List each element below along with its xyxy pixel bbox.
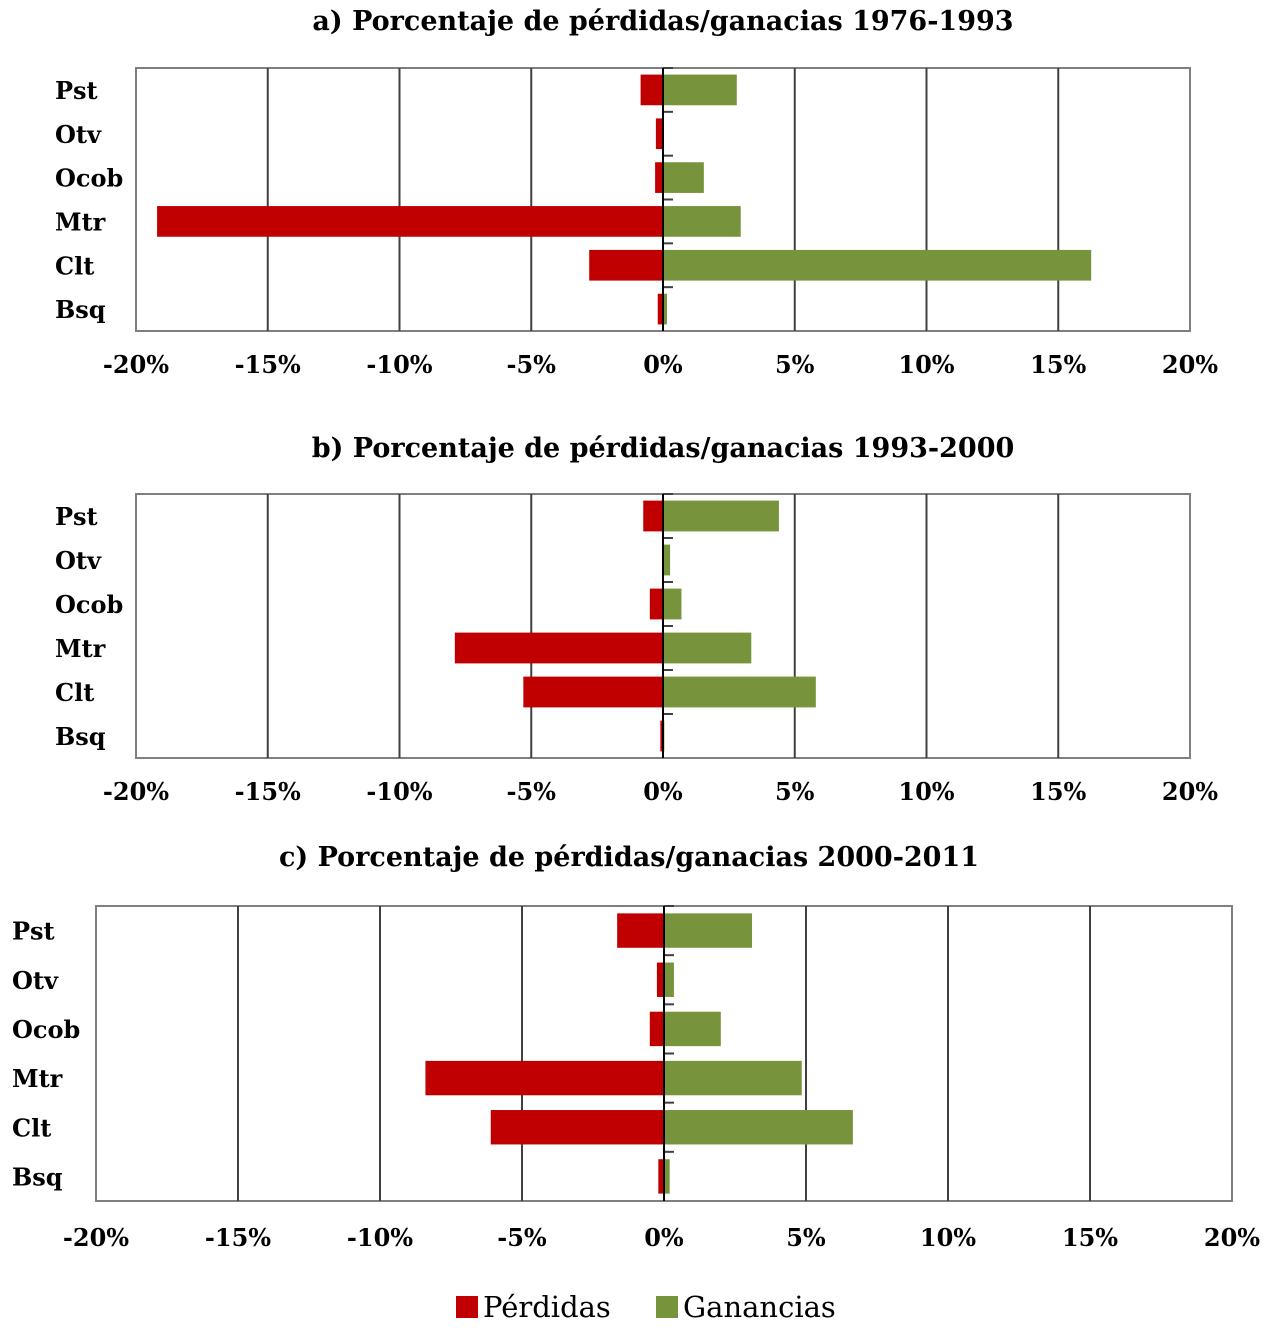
category-label: Bsq (55, 295, 106, 324)
legend-label-gain: Ganancias (683, 1290, 836, 1324)
loss-bar-mtr (425, 1060, 664, 1096)
x-tick-label: 10% (920, 1223, 976, 1252)
x-tick-label: -5% (497, 1223, 547, 1252)
loss-bar-pst (643, 500, 663, 532)
loss-bar-clt (490, 1110, 664, 1145)
loss-bar-bsq (660, 720, 663, 752)
chart-title: c) Porcentaje de pérdidas/ganacias 2000-… (279, 842, 979, 873)
chart-panel-1: a) Porcentaje de pérdidas/ganacias 1976-… (55, 6, 1218, 379)
chart-title: a) Porcentaje de pérdidas/ganacias 1976-… (312, 6, 1013, 37)
loss-bar-otv (656, 962, 664, 997)
gain-bar-pst (664, 913, 753, 948)
gain-bar-mtr (664, 1060, 802, 1096)
loss-bar-mtr (157, 206, 663, 237)
x-tick-label: 20% (1162, 350, 1218, 379)
loss-bar-bsq (658, 1159, 664, 1194)
x-tick-label: -20% (63, 1223, 129, 1252)
chart-title: b) Porcentaje de pérdidas/ganacias 1993-… (312, 433, 1015, 464)
loss-bar-otv (655, 118, 663, 150)
gain-bar-ocob (663, 162, 704, 193)
category-label: Mtr (12, 1064, 63, 1093)
x-tick-label: -15% (235, 350, 301, 379)
x-tick-label: -10% (366, 350, 432, 379)
gain-bar-clt (663, 676, 816, 708)
loss-bar-ocob (655, 162, 663, 193)
loss-bar-clt (589, 249, 663, 281)
category-label: Bsq (12, 1162, 63, 1191)
category-label: Clt (55, 251, 94, 280)
loss-bar-pst (640, 74, 663, 106)
category-label: Clt (55, 678, 94, 707)
x-tick-label: -5% (507, 350, 557, 379)
chart-panel-3: c) Porcentaje de pérdidas/ganacias 2000-… (12, 842, 1260, 1252)
category-label: Ocob (12, 1015, 80, 1044)
category-label: Otv (55, 120, 102, 149)
gain-bar-clt (664, 1110, 853, 1145)
gain-bar-pst (663, 500, 779, 532)
loss-bar-mtr (454, 632, 663, 664)
gain-bar-pst (663, 74, 737, 106)
x-tick-label: -5% (507, 777, 557, 806)
x-tick-label: 15% (1030, 350, 1086, 379)
legend-swatch-gain (656, 1296, 678, 1318)
category-label: Pst (12, 917, 55, 946)
gain-bar-bsq (664, 1159, 670, 1194)
category-label: Pst (55, 76, 98, 105)
x-tick-label: -10% (366, 777, 432, 806)
legend-label-loss: Pérdidas (483, 1290, 611, 1324)
gain-bar-mtr (663, 206, 741, 237)
category-label: Ocob (55, 164, 123, 193)
category-label: Bsq (55, 722, 106, 751)
x-tick-label: 20% (1204, 1223, 1260, 1252)
x-tick-label: 10% (898, 350, 954, 379)
legend-swatch-loss (456, 1296, 478, 1318)
chart-panel-2: b) Porcentaje de pérdidas/ganacias 1993-… (55, 433, 1218, 806)
gain-bar-clt (663, 249, 1092, 281)
x-tick-label: 0% (643, 777, 683, 806)
gain-bar-mtr (663, 632, 752, 664)
gain-bar-bsq (663, 293, 667, 325)
x-tick-label: -20% (103, 777, 169, 806)
x-tick-label: -10% (347, 1223, 413, 1252)
category-label: Otv (55, 546, 102, 575)
category-label: Pst (55, 502, 98, 531)
category-label: Clt (12, 1113, 51, 1142)
legend: Pérdidas Ganancias (456, 1290, 836, 1324)
x-tick-label: 10% (898, 777, 954, 806)
loss-bar-ocob (649, 588, 663, 620)
gain-bar-ocob (664, 1011, 721, 1047)
x-tick-label: 5% (775, 777, 815, 806)
x-tick-label: 20% (1162, 777, 1218, 806)
x-tick-label: -20% (103, 350, 169, 379)
category-label: Otv (12, 966, 59, 995)
gain-bar-otv (663, 544, 671, 576)
x-tick-label: 5% (775, 350, 815, 379)
x-tick-label: 5% (786, 1223, 826, 1252)
category-label: Ocob (55, 590, 123, 619)
gain-bar-ocob (663, 588, 682, 620)
gain-bar-otv (664, 962, 674, 997)
x-tick-label: 15% (1062, 1223, 1118, 1252)
x-tick-label: -15% (235, 777, 301, 806)
category-label: Mtr (55, 207, 106, 236)
loss-bar-ocob (649, 1011, 664, 1047)
loss-bar-bsq (657, 293, 663, 325)
loss-bar-clt (523, 676, 663, 708)
x-tick-label: 0% (643, 350, 683, 379)
x-tick-label: 15% (1030, 777, 1086, 806)
x-tick-label: -15% (205, 1223, 271, 1252)
x-tick-label: 0% (644, 1223, 684, 1252)
loss-bar-pst (617, 913, 664, 948)
category-label: Mtr (55, 634, 106, 663)
